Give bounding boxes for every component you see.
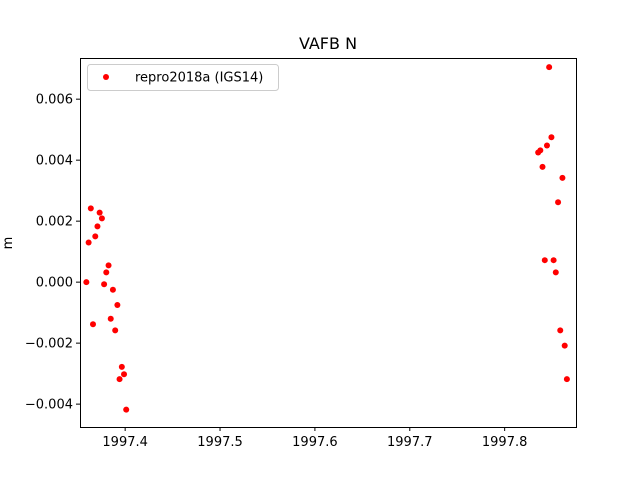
data-point xyxy=(112,327,119,334)
data-point xyxy=(89,321,96,328)
data-point xyxy=(561,342,568,349)
data-point xyxy=(94,223,101,230)
chart-title: VAFB N xyxy=(299,34,357,53)
data-point xyxy=(121,371,128,378)
x-tick-label: 1997.8 xyxy=(482,435,528,450)
data-point xyxy=(557,327,564,334)
series-markers xyxy=(83,64,570,413)
data-point xyxy=(105,262,112,269)
legend-box xyxy=(87,64,279,91)
data-point xyxy=(107,315,114,322)
data-point xyxy=(541,257,548,264)
plot-area xyxy=(80,58,577,428)
data-point xyxy=(116,376,123,383)
x-tick-label: 1997.4 xyxy=(102,435,148,450)
data-point xyxy=(96,209,103,216)
data-point xyxy=(83,279,90,286)
data-point xyxy=(539,163,546,170)
y-tick-label: −0.002 xyxy=(25,337,73,352)
y-tick-label: 0.004 xyxy=(36,154,73,169)
y-tick-label: 0.000 xyxy=(36,276,73,291)
data-point xyxy=(114,302,121,309)
x-tick-label: 1997.5 xyxy=(197,435,243,450)
data-point xyxy=(85,239,92,246)
axes-frame xyxy=(80,58,577,428)
y-tick-label: 0.006 xyxy=(36,93,73,108)
y-axis-label: m xyxy=(1,237,16,250)
data-point xyxy=(543,142,550,149)
data-point xyxy=(546,64,553,71)
data-point xyxy=(92,233,99,240)
data-point xyxy=(101,281,108,288)
data-point xyxy=(555,199,562,206)
data-point xyxy=(563,376,570,383)
data-point xyxy=(87,205,94,212)
y-tick-label: −0.004 xyxy=(25,398,73,413)
y-axis-ticks: −0.004 −0.002 0.000 0.002 0.004 0.006 xyxy=(25,93,80,413)
legend-label: repro2018a (IGS14) xyxy=(135,71,263,86)
x-tick-label: 1997.6 xyxy=(292,435,338,450)
legend: repro2018a (IGS14) xyxy=(87,64,279,91)
x-tick-label: 1997.7 xyxy=(387,435,433,450)
data-point xyxy=(559,174,566,181)
legend-marker xyxy=(103,74,109,80)
data-point xyxy=(552,269,559,276)
data-point xyxy=(109,286,116,293)
data-point xyxy=(103,269,110,276)
data-point xyxy=(118,363,125,370)
y-tick-label: 0.002 xyxy=(36,215,73,230)
data-point xyxy=(548,134,555,141)
data-point xyxy=(550,257,557,264)
data-point xyxy=(537,147,544,154)
x-axis-ticks: 1997.4 1997.5 1997.6 1997.7 1997.8 xyxy=(102,427,527,450)
data-point xyxy=(123,406,130,413)
data-point xyxy=(98,215,105,222)
